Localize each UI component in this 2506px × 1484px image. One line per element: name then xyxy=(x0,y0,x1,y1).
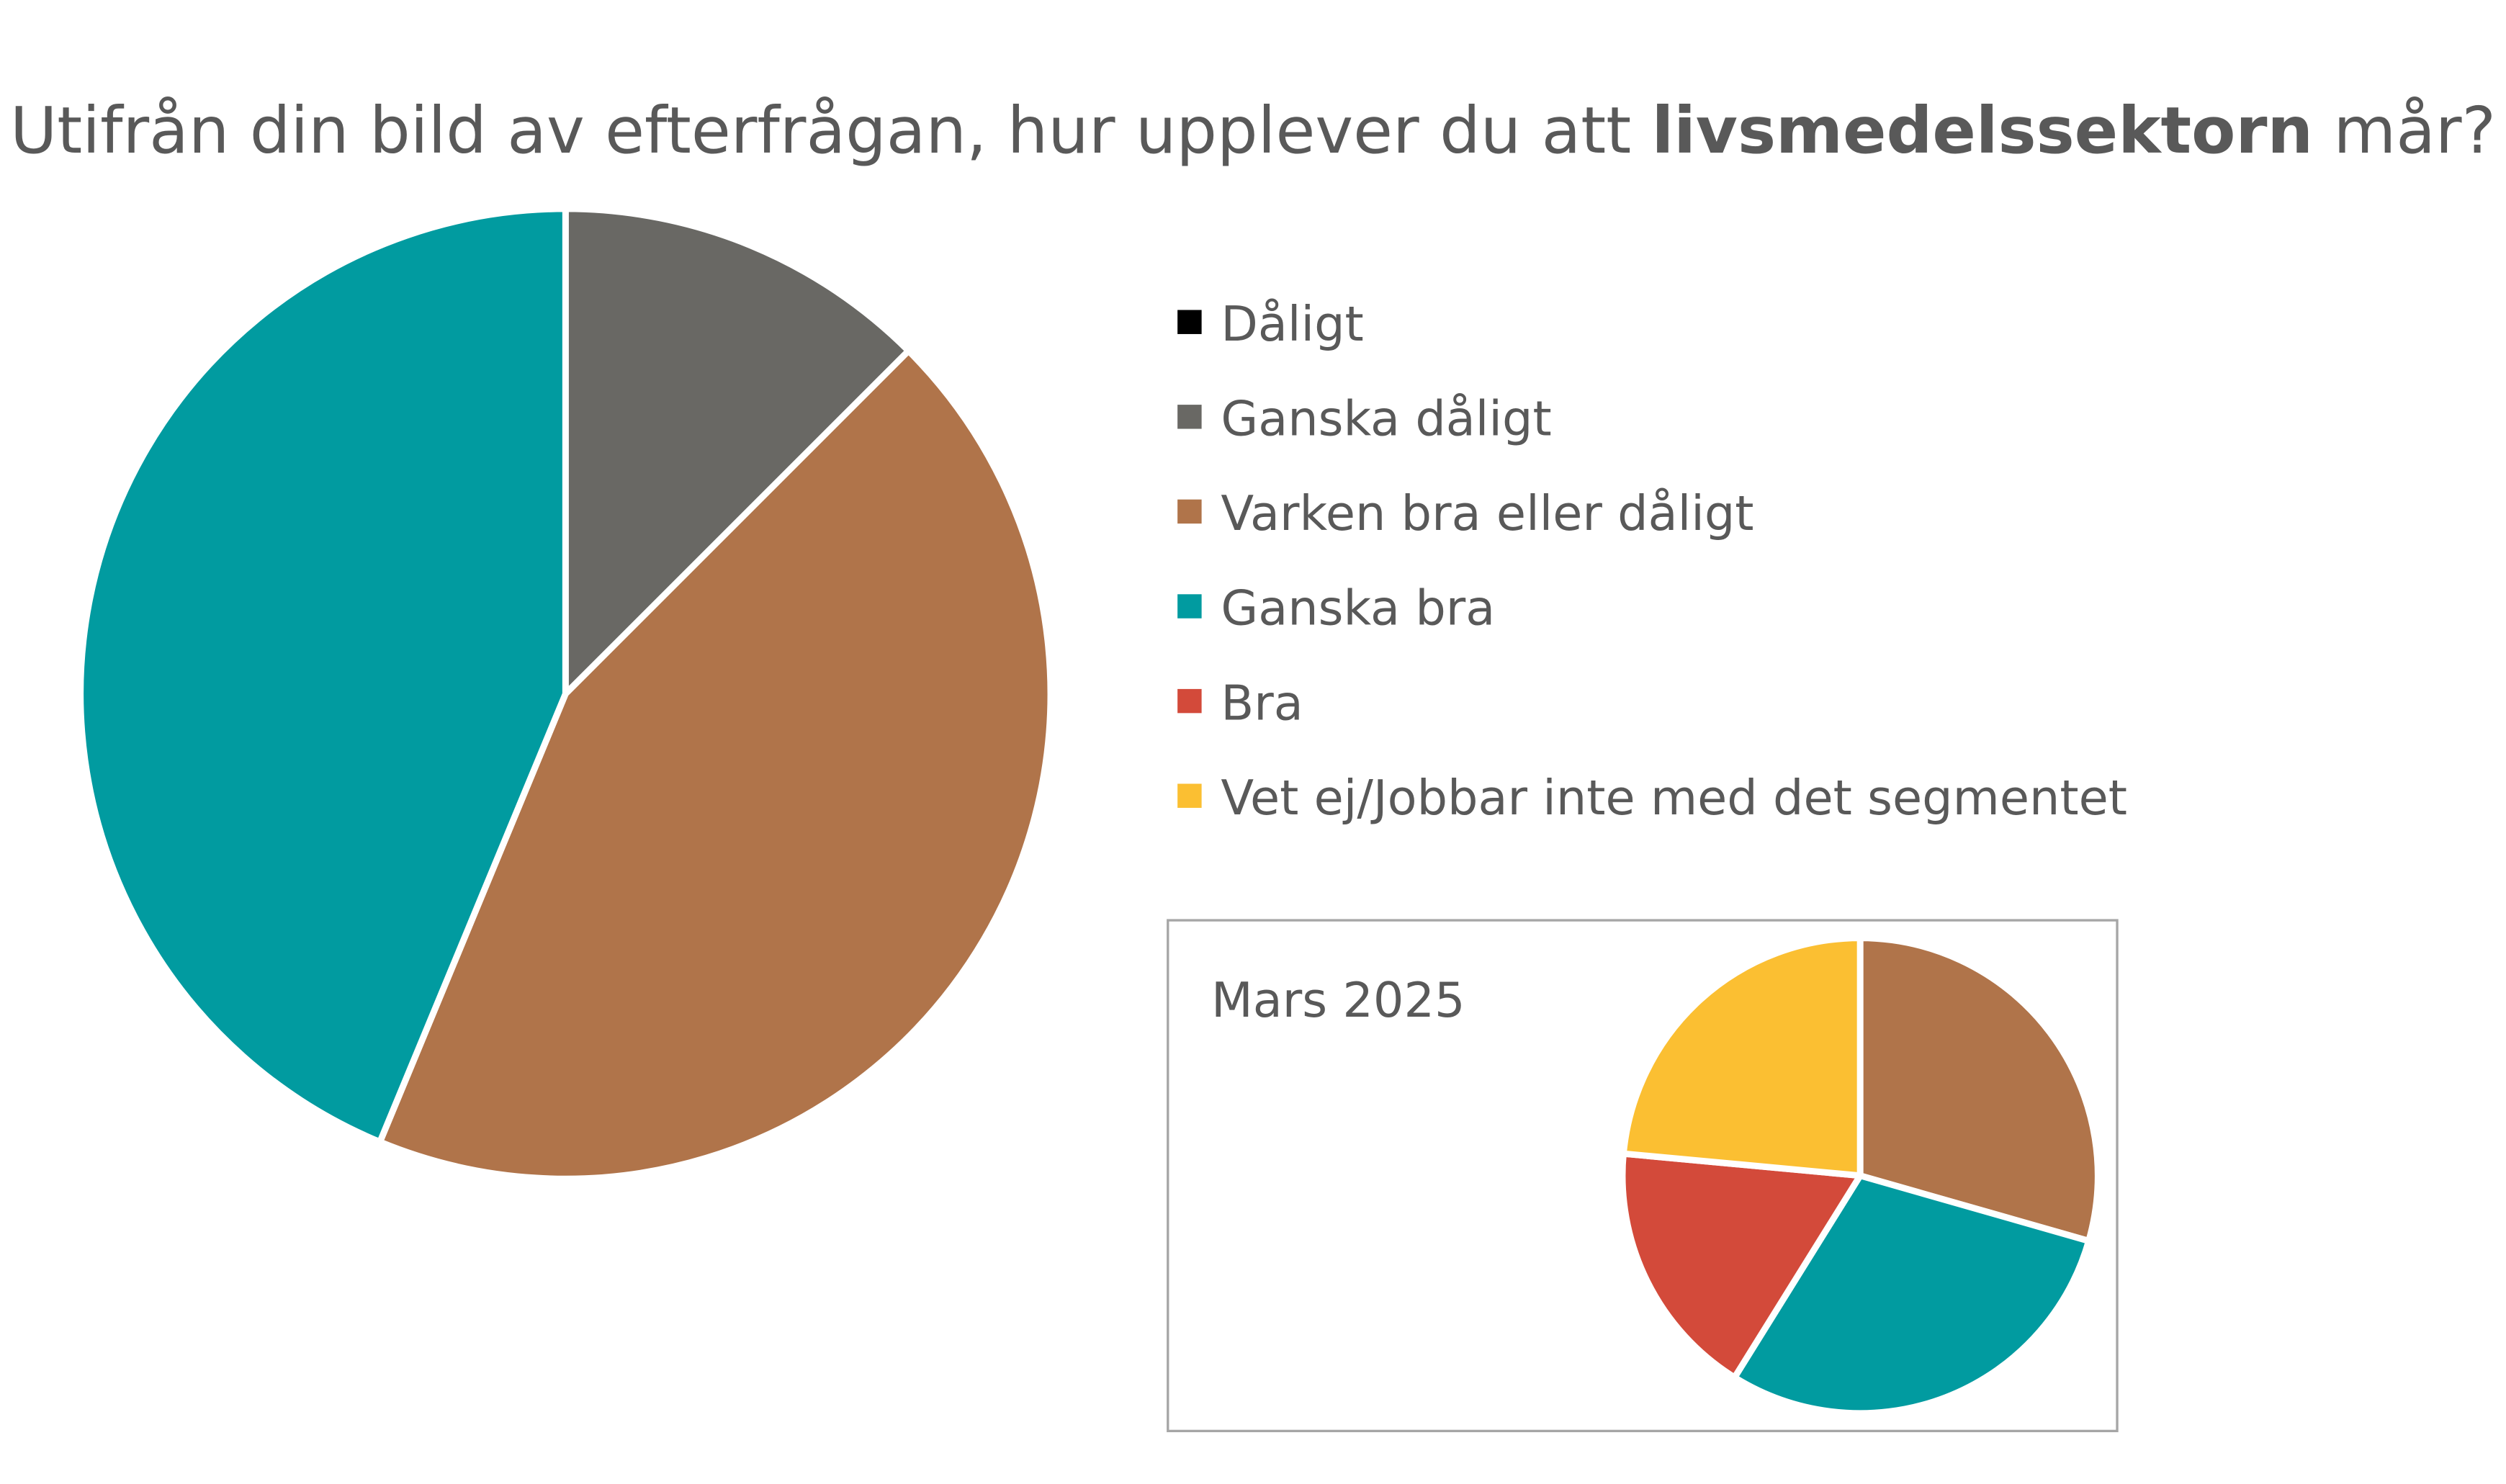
legend-swatch xyxy=(1177,310,1202,334)
title-part: mår? xyxy=(2313,94,2496,168)
pie-slice xyxy=(562,205,912,698)
inset-title: Mars 2025 xyxy=(1211,972,1465,1028)
legend-swatch xyxy=(1177,405,1202,429)
legend-swatch xyxy=(1177,688,1202,714)
legend-label: Varken bra eller dåligt xyxy=(1221,485,1753,541)
pie-slice xyxy=(1856,935,2101,1244)
legend-label: Ganska dåligt xyxy=(1221,390,1551,446)
legend-swatch xyxy=(1177,499,1202,524)
chart-title: Utifrån din bild av efterfrågan, hur upp… xyxy=(10,94,2496,168)
legend-swatch xyxy=(1177,783,1202,808)
legend-label: Vet ej/Jobbar inte med det segmentet xyxy=(1221,770,2127,826)
title-part: Utifrån din bild av efterfrågan, hur upp… xyxy=(10,94,1652,168)
inset-frame xyxy=(1167,919,2119,1433)
legend-label: Ganska bra xyxy=(1221,580,1495,637)
legend-swatch xyxy=(1177,594,1202,619)
pie-slice xyxy=(1731,1172,2093,1417)
title-part: livsmedelssektorn xyxy=(1652,94,2313,168)
pie-slice xyxy=(377,347,1054,1182)
legend-label: Dåligt xyxy=(1221,296,1363,352)
pie-slice xyxy=(77,205,569,1146)
legend-label: Bra xyxy=(1221,675,1303,731)
pie-slice xyxy=(1619,1150,1864,1381)
pie-slice xyxy=(1620,935,1864,1179)
